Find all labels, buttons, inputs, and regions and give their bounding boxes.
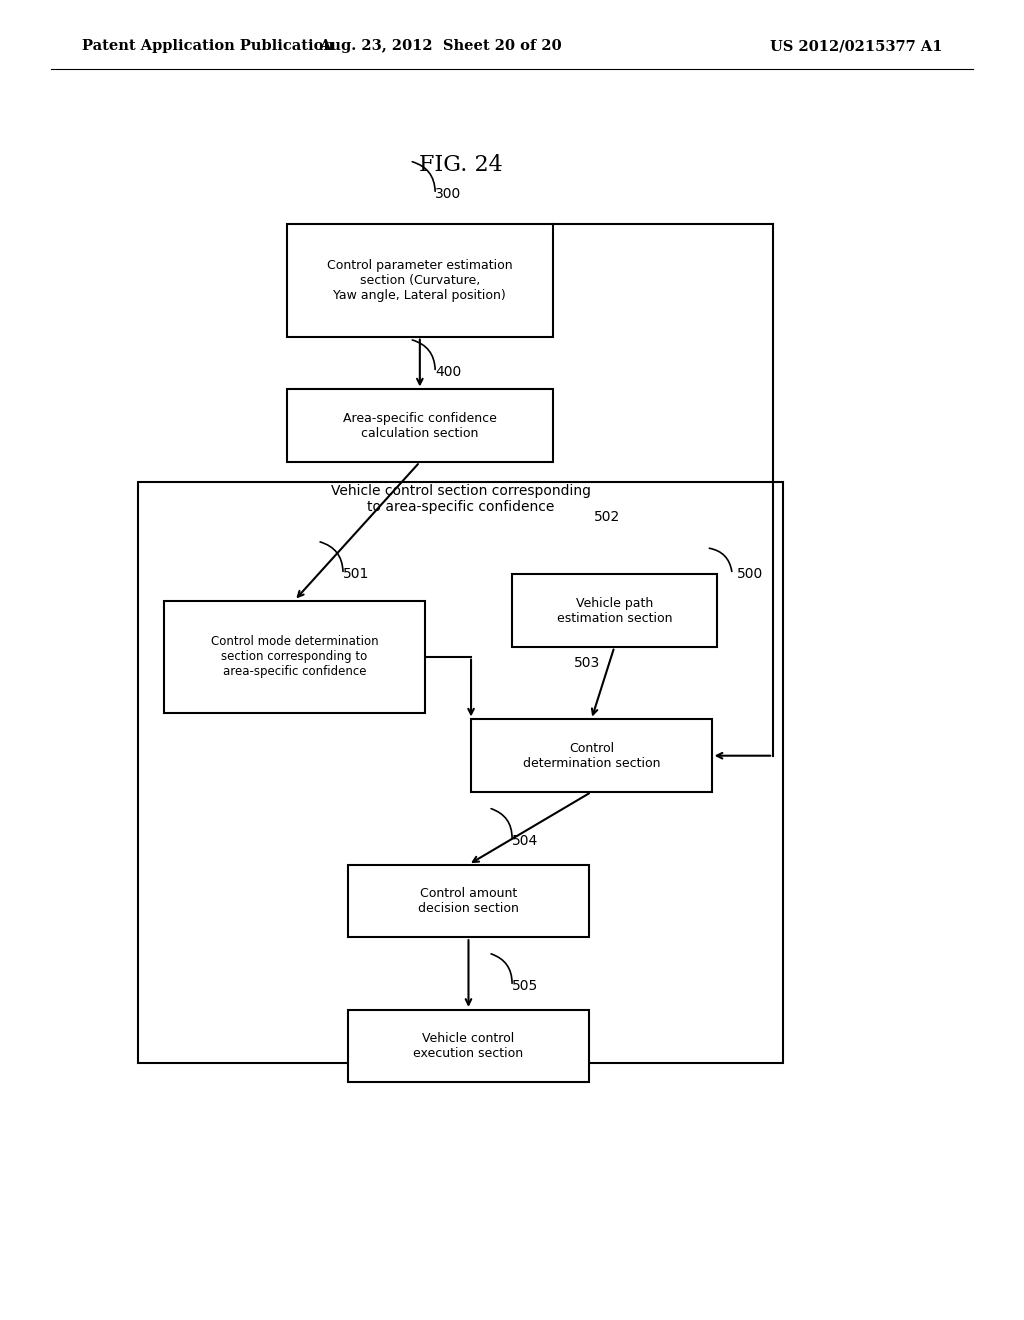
Text: Control amount
decision section: Control amount decision section	[418, 887, 519, 915]
FancyBboxPatch shape	[287, 389, 553, 462]
FancyBboxPatch shape	[471, 719, 712, 792]
FancyBboxPatch shape	[138, 482, 783, 1063]
Text: 500: 500	[737, 568, 764, 581]
Text: 502: 502	[594, 511, 621, 524]
Text: Vehicle control section corresponding
to area-specific confidence: Vehicle control section corresponding to…	[331, 484, 591, 513]
FancyBboxPatch shape	[348, 865, 589, 937]
FancyBboxPatch shape	[164, 601, 425, 713]
Text: 503: 503	[573, 656, 600, 669]
Text: FIG. 24: FIG. 24	[419, 154, 503, 176]
Text: 400: 400	[435, 366, 462, 379]
Text: 501: 501	[343, 568, 370, 581]
Text: Vehicle path
estimation section: Vehicle path estimation section	[557, 597, 672, 624]
FancyBboxPatch shape	[512, 574, 717, 647]
Text: 300: 300	[435, 187, 462, 201]
Text: Aug. 23, 2012  Sheet 20 of 20: Aug. 23, 2012 Sheet 20 of 20	[319, 40, 561, 53]
FancyBboxPatch shape	[348, 1010, 589, 1082]
Text: US 2012/0215377 A1: US 2012/0215377 A1	[770, 40, 942, 53]
Text: Area-specific confidence
calculation section: Area-specific confidence calculation sec…	[343, 412, 497, 440]
Text: Patent Application Publication: Patent Application Publication	[82, 40, 334, 53]
Text: Control parameter estimation
section (Curvature,
Yaw angle, Lateral position): Control parameter estimation section (Cu…	[327, 259, 513, 302]
Text: Control mode determination
section corresponding to
area-specific confidence: Control mode determination section corre…	[211, 635, 378, 678]
FancyBboxPatch shape	[287, 224, 553, 337]
Text: 504: 504	[512, 834, 539, 847]
Text: Control
determination section: Control determination section	[522, 742, 660, 770]
Text: 505: 505	[512, 979, 539, 993]
Text: Vehicle control
execution section: Vehicle control execution section	[414, 1032, 523, 1060]
